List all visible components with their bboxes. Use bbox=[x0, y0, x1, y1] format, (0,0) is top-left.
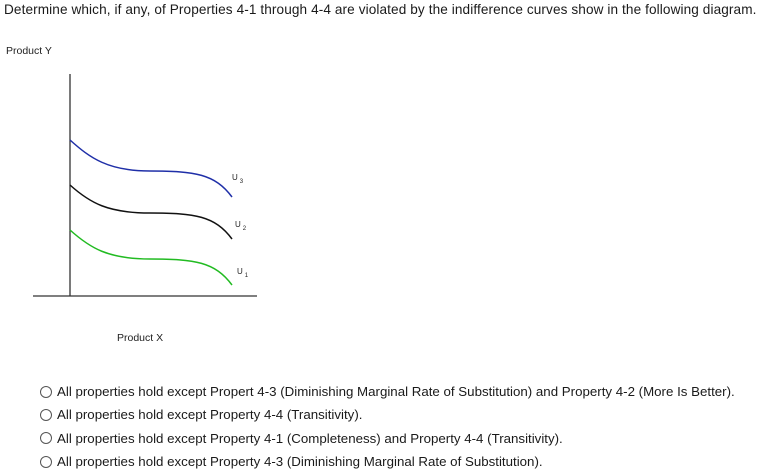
x-axis-label: Product X bbox=[117, 332, 163, 344]
radio-button[interactable] bbox=[40, 408, 52, 421]
answer-option[interactable]: All properties hold except Property 4-3 … bbox=[40, 450, 735, 471]
question-text: Determine which, if any, of Properties 4… bbox=[4, 2, 757, 17]
indifference-curve-u3 bbox=[69, 139, 233, 198]
answer-option-label: All properties hold except Property 4-3 … bbox=[57, 454, 543, 470]
radio-button[interactable] bbox=[40, 385, 52, 398]
answer-option-label: All properties hold except Property 4-1 … bbox=[57, 430, 563, 446]
answer-option-label: All properties hold except Propert 4-3 (… bbox=[57, 384, 735, 400]
answer-option[interactable]: All properties hold except Property 4-1 … bbox=[40, 427, 735, 450]
answer-option[interactable]: All properties hold except Property 4-4 … bbox=[40, 403, 735, 426]
y-axis-label: Product Y bbox=[6, 45, 52, 57]
indifference-curve-u1 bbox=[69, 229, 233, 286]
answer-option-label: All properties hold except Property 4-4 … bbox=[57, 407, 363, 423]
indifference-curve-u2 bbox=[69, 184, 233, 240]
answer-options: All properties hold except Propert 4-3 (… bbox=[40, 380, 735, 471]
radio-button[interactable] bbox=[40, 455, 52, 468]
answer-option[interactable]: All properties hold except Propert 4-3 (… bbox=[40, 380, 735, 403]
radio-button[interactable] bbox=[40, 432, 52, 445]
